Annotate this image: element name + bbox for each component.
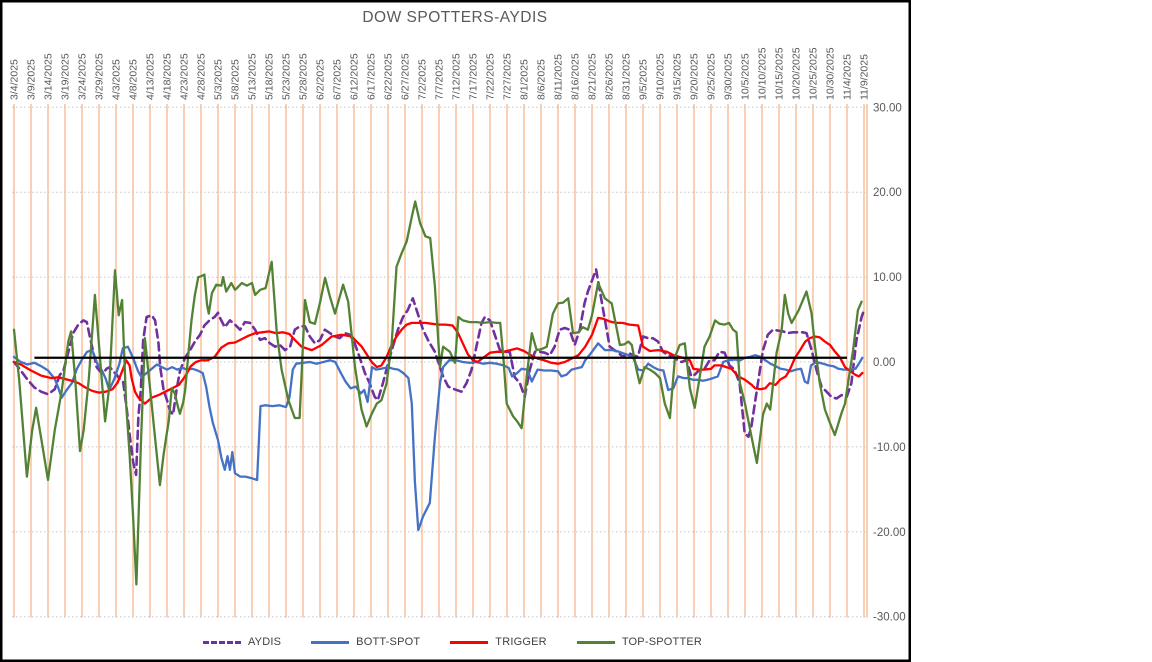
legend-label: TOP-SPOTTER [621, 636, 703, 648]
x-axis-label: 10/10/2025 [757, 47, 769, 100]
x-axis-label: 8/11/2025 [553, 54, 565, 100]
x-axis-label: 7/17/2025 [468, 53, 480, 100]
x-axis-label: 6/2/2025 [315, 59, 327, 100]
x-axis-label: 3/4/2025 [9, 59, 21, 100]
x-axis-label: 5/13/2025 [247, 53, 259, 100]
legend-line-sample-bott-spot [311, 640, 350, 644]
x-axis-label: 5/8/2025 [230, 59, 242, 100]
x-axis-label: 4/13/2025 [145, 53, 157, 100]
y-axis-label: 0.00 [873, 357, 895, 369]
chart-object[interactable]: 30.00 20.00 10.00 0.00 -10.00 -20.00 -30.00 3/4… [0, 0, 911, 662]
x-axis-label: 6/27/2025 [400, 53, 412, 100]
x-axis-label: 6/7/2025 [332, 59, 344, 100]
x-axis-label: 5/18/2025 [264, 53, 276, 100]
x-axis-label: 8/31/2025 [621, 53, 633, 100]
series-line-trigger[interactable] [12, 316, 864, 405]
y-axis-label: 10.00 [873, 272, 902, 284]
x-axis-label: 8/26/2025 [604, 53, 616, 100]
x-axis-label: 10/25/2025 [808, 47, 820, 100]
legend-line-sample-aydis [202, 640, 241, 644]
x-axis-label: 7/2/2025 [417, 59, 429, 100]
chart-border [0, 0, 911, 662]
x-axis-label: 4/23/2025 [179, 53, 191, 100]
x-axis-label: 11/9/2025 [859, 54, 871, 100]
x-axis-label: 4/3/2025 [111, 59, 123, 100]
y-axis-label: 20.00 [873, 187, 902, 199]
x-axis-label: 7/27/2025 [502, 53, 514, 100]
x-axis-label: 3/14/2025 [43, 53, 55, 100]
x-axis-label: 6/12/2025 [349, 53, 361, 100]
y-axis-label: -30.00 [873, 612, 906, 624]
x-axis-label: 4/28/2025 [196, 53, 208, 100]
x-axis-label: 9/10/2025 [655, 53, 667, 100]
x-axis-label: 10/5/2025 [740, 53, 752, 100]
x-axis-label: 3/19/2025 [60, 53, 72, 100]
x-axis-label: 9/20/2025 [689, 53, 701, 100]
legend-label: AYDIS [247, 636, 282, 648]
x-axis-label: 11/4/2025 [842, 54, 854, 100]
x-axis-label: 9/25/2025 [706, 53, 718, 100]
legend-line-sample-top-spotter [576, 640, 615, 644]
x-axis-label: 5/23/2025 [281, 53, 293, 100]
chart-canvas[interactable]: 30.00 20.00 10.00 0.00 -10.00 -20.00 -30.00 3/4… [0, 0, 911, 662]
legend-item-trigger[interactable]: TRIGGER [450, 636, 547, 648]
legend-item-aydis[interactable]: AYDIS [202, 636, 282, 648]
legend-item-top-spotter[interactable]: TOP-SPOTTER [576, 636, 703, 648]
x-axis-label: 6/17/2025 [366, 53, 378, 100]
x-axis-label: 10/15/2025 [774, 47, 786, 100]
x-axis-label: 9/15/2025 [672, 53, 684, 100]
x-axis-label: 6/22/2025 [383, 53, 395, 100]
x-axis-label: 9/30/2025 [723, 53, 735, 100]
legend-label: TRIGGER [495, 636, 547, 648]
chart-legend: AYDIS BOTT-SPOT TRIGGER TOP-SPOTTER [0, 630, 905, 654]
x-axis-label: 8/6/2025 [536, 59, 548, 100]
x-axis-label: 7/7/2025 [434, 59, 446, 100]
x-axis-label: 8/16/2025 [570, 53, 582, 100]
x-axis-label: 3/24/2025 [77, 53, 89, 100]
x-axis-label: 9/5/2025 [638, 59, 650, 100]
x-axis-label: 3/29/2025 [94, 53, 106, 100]
y-axis-label: -20.00 [873, 527, 906, 539]
legend-label: BOTT-SPOT [356, 636, 421, 648]
y-axis-label: 30.00 [873, 102, 902, 114]
x-axis-label: 10/30/2025 [825, 47, 837, 100]
x-axis-label: 5/28/2025 [298, 53, 310, 100]
y-axis-label: -10.00 [873, 442, 906, 454]
x-axis-label: 7/12/2025 [451, 53, 463, 100]
x-axis-label: 4/8/2025 [128, 59, 140, 100]
x-axis-label: 7/22/2025 [485, 53, 497, 100]
legend-line-sample-trigger [450, 640, 489, 644]
x-axis-label: 8/1/2025 [519, 59, 531, 100]
x-axis-label: 4/18/2025 [162, 53, 174, 100]
series-line-bott-spot[interactable] [12, 342, 864, 532]
x-axis-label: 10/20/2025 [791, 47, 803, 100]
chart-title: DOW SPOTTERS-AYDIS [362, 9, 547, 26]
legend-item-bott-spot[interactable]: BOTT-SPOT [311, 636, 420, 648]
x-axis-label: 3/9/2025 [26, 59, 38, 100]
x-axis-label: 5/3/2025 [213, 59, 225, 100]
series-line-top-spotter[interactable] [12, 200, 863, 586]
x-axis-label: 8/21/2025 [587, 53, 599, 100]
